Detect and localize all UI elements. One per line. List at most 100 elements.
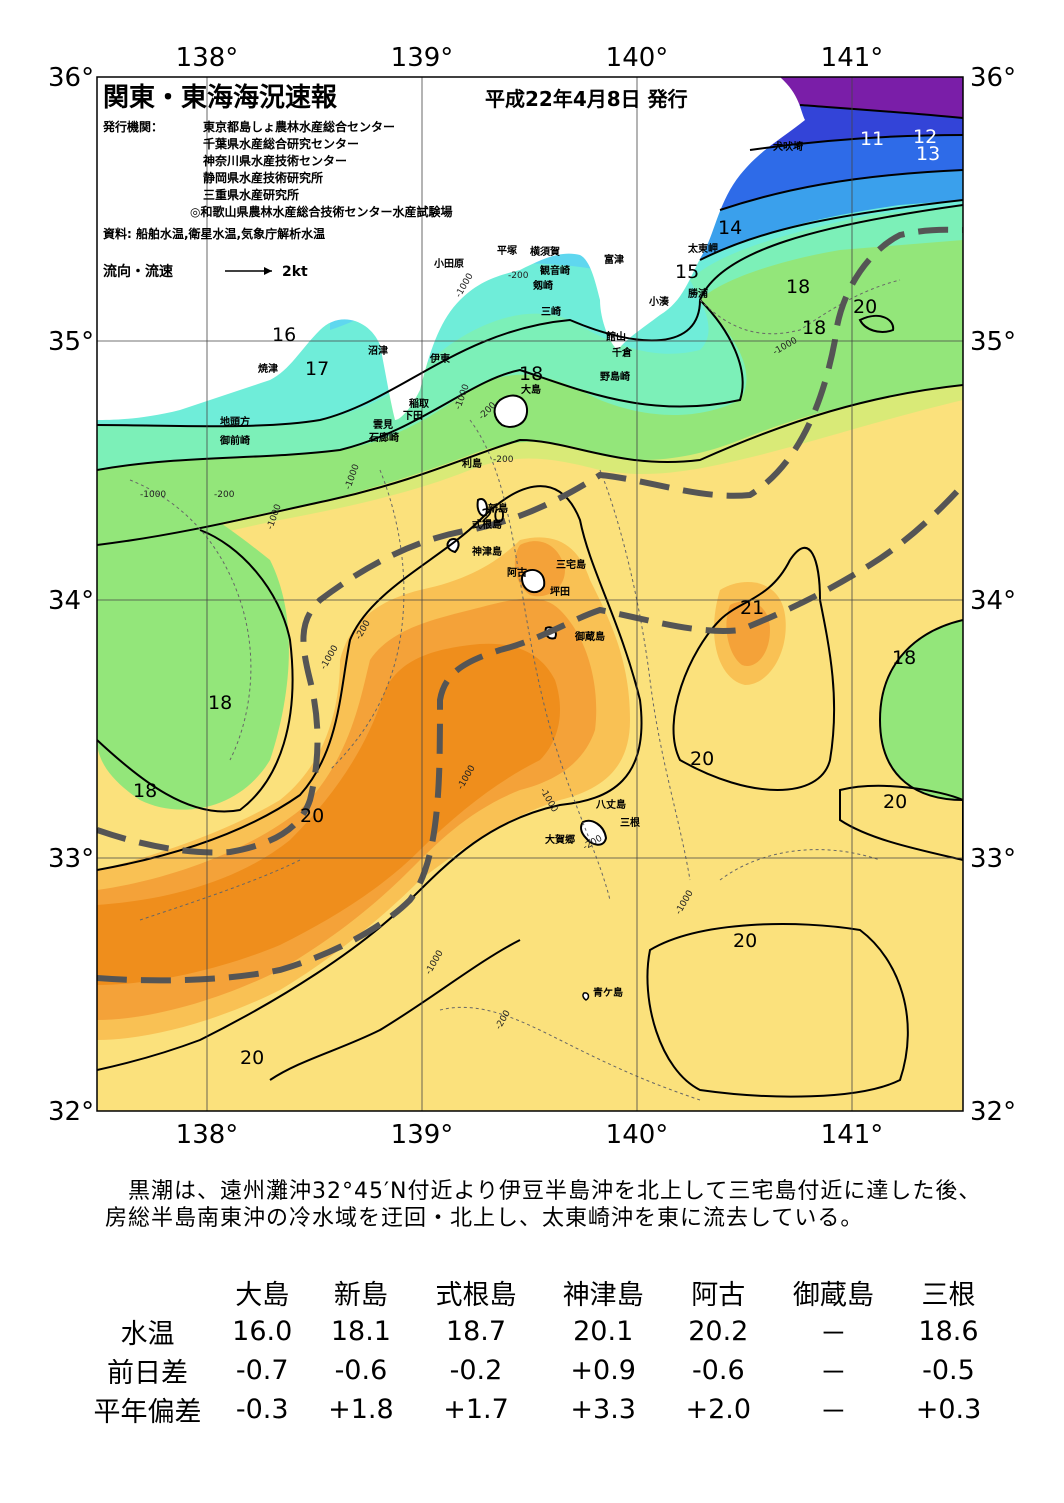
place-kozushima: 神津島 xyxy=(472,545,502,558)
lon-tick-top-138: 138° xyxy=(176,43,239,73)
contour-label: 12 xyxy=(913,126,937,148)
table-row-day-diff: 前日差 -0.7 -0.6 -0.2 +0.9 -0.6 － -0.5 xyxy=(80,1351,1000,1390)
axis-labels: 138° 139° 140° 141° 138° 139° 140° 141° … xyxy=(48,43,1016,1150)
place-kumomi: 雲見 xyxy=(373,419,393,431)
contour-label: 18 xyxy=(802,317,826,339)
lon-tick-bottom-141: 141° xyxy=(821,1120,884,1150)
contour-label: 20 xyxy=(883,791,907,813)
contour-label: 21 xyxy=(740,597,764,619)
place-aogashima: 青ケ島 xyxy=(593,986,623,999)
place-odawara: 小田原 xyxy=(433,257,464,270)
table-cell: -0.6 xyxy=(334,1355,388,1386)
lat-tick-left-34: 34° xyxy=(48,586,94,616)
map-frame xyxy=(96,76,964,1112)
place-shimoda: 下田 xyxy=(403,410,423,422)
table-cell: 18.6 xyxy=(918,1316,979,1347)
lat-tick-right-35: 35° xyxy=(970,327,1016,357)
contour-label: 14 xyxy=(718,217,742,239)
agency-label: 発行機関： xyxy=(102,119,163,134)
kuroshio-summary: 黒潮は、遠州灘沖32°45′N付近より伊豆半島沖を北上して三宅島付近に達した後、… xyxy=(105,1179,982,1231)
station-header: 御蔵島 xyxy=(792,1280,874,1311)
lat-tick-left-36: 36° xyxy=(48,63,94,93)
depth-label: -1000 xyxy=(140,490,166,500)
place-hachijojima: 八丈島 xyxy=(595,798,626,811)
table-row-water-temp: 水温 16.0 18.1 18.7 20.1 20.2 － 18.6 xyxy=(80,1312,1000,1351)
table-cell: -0.2 xyxy=(449,1355,503,1386)
place-futtsu: 富津 xyxy=(604,253,624,266)
depth-label: -200 xyxy=(493,455,514,465)
place-mitsune: 三根 xyxy=(620,816,640,829)
depth-label: -200 xyxy=(508,271,529,281)
contour-label: 17 xyxy=(305,358,329,380)
place-okago: 大賀郷 xyxy=(545,833,575,846)
place-mikurajima: 御蔵島 xyxy=(574,630,605,643)
table-cell: 16.0 xyxy=(232,1316,293,1347)
lon-tick-bottom-138: 138° xyxy=(176,1120,239,1150)
lat-tick-left-35: 35° xyxy=(48,327,94,357)
table-cell: － xyxy=(819,1358,847,1389)
table-cell: +1.8 xyxy=(328,1394,394,1425)
place-shikinejima: 式根島 xyxy=(472,518,502,531)
table-cell: +0.9 xyxy=(570,1355,636,1386)
table-cell: 20.2 xyxy=(688,1316,749,1347)
place-kannonzaki: 観音崎 xyxy=(540,264,570,277)
station-temperature-table: 大島 新島 式根島 神津島 阿古 御蔵島 三根 水温 16.0 18.1 18.… xyxy=(80,1273,1000,1429)
lon-tick-top-141: 141° xyxy=(821,43,884,73)
table-cell: -0.6 xyxy=(691,1355,745,1386)
table-cell: 18.1 xyxy=(330,1316,391,1347)
place-tsurugizaki: 剱崎 xyxy=(532,279,553,292)
contour-label: 18 xyxy=(133,780,157,802)
contour-label: 20 xyxy=(690,748,714,770)
lat-tick-left-33: 33° xyxy=(48,844,94,874)
contour-label: 20 xyxy=(733,930,757,952)
agency-3: 神奈川県水産技術センター xyxy=(203,153,347,168)
place-kominato: 小湊 xyxy=(648,295,670,308)
place-oshima: 大島 xyxy=(521,383,541,396)
isotherm-lines xyxy=(97,104,963,1098)
row-label: 水温 xyxy=(120,1319,175,1350)
table-row-normal-anomaly: 平年偏差 -0.3 +1.8 +1.7 +3.3 +2.0 － +0.3 xyxy=(80,1390,1000,1429)
map-title: 関東・東海海況速報 xyxy=(103,83,338,113)
flow-scale-value: 2kt xyxy=(282,264,308,280)
sea-temperature-map: 138° 139° 140° 141° 138° 139° 140° 141° … xyxy=(48,43,1016,1150)
place-yaizu: 焼津 xyxy=(258,362,278,375)
place-nojimazaki: 野島崎 xyxy=(600,370,630,383)
place-niijima: 新島 xyxy=(488,502,508,515)
table-header-row: 大島 新島 式根島 神津島 阿古 御蔵島 三根 xyxy=(80,1273,1000,1312)
kuroshio-axis xyxy=(97,226,963,984)
place-inatori: 稲取 xyxy=(409,397,430,410)
station-header: 大島 xyxy=(235,1280,290,1311)
temperature-shading xyxy=(97,77,963,1111)
lat-tick-right-36: 36° xyxy=(970,63,1016,93)
agency-1: 東京都島しょ農林水産総合センター xyxy=(203,119,395,134)
table-cell: － xyxy=(819,1397,847,1428)
lat-lon-grid xyxy=(97,77,963,1111)
contour-label: 20 xyxy=(853,296,877,318)
lat-tick-left-32: 32° xyxy=(48,1097,94,1127)
contour-label: 18 xyxy=(208,692,232,714)
contour-label: 20 xyxy=(240,1047,264,1069)
place-inubozaki: 犬吠埼 xyxy=(773,140,803,153)
agency-2: 千葉県水産総合研究センター xyxy=(203,136,359,151)
table-cell: +1.7 xyxy=(443,1394,509,1425)
agency-5: 三重県水産研究所 xyxy=(203,187,299,202)
contour-label: 18 xyxy=(786,276,810,298)
contour-label: 15 xyxy=(675,261,699,283)
place-toshima: 利島 xyxy=(462,457,482,470)
station-header: 式根島 xyxy=(435,1280,517,1311)
table-cell: +3.3 xyxy=(570,1394,636,1425)
contour-label: 20 xyxy=(481,505,505,527)
place-irozaki: 石廊崎 xyxy=(368,431,399,444)
contour-label: 20 xyxy=(300,805,324,827)
table-cell: 18.7 xyxy=(445,1316,507,1347)
place-ito: 伊東 xyxy=(429,352,450,365)
lon-tick-top-139: 139° xyxy=(391,43,454,73)
table-cell: － xyxy=(819,1319,847,1350)
flow-scale-arrowhead xyxy=(264,267,272,275)
place-numazu: 沼津 xyxy=(368,344,388,357)
station-header: 新島 xyxy=(333,1280,388,1311)
place-tsubota: 坪田 xyxy=(550,585,570,598)
table-cell: -0.7 xyxy=(235,1355,289,1386)
lat-tick-right-32: 32° xyxy=(970,1097,1016,1127)
table-cell: +2.0 xyxy=(685,1394,752,1425)
